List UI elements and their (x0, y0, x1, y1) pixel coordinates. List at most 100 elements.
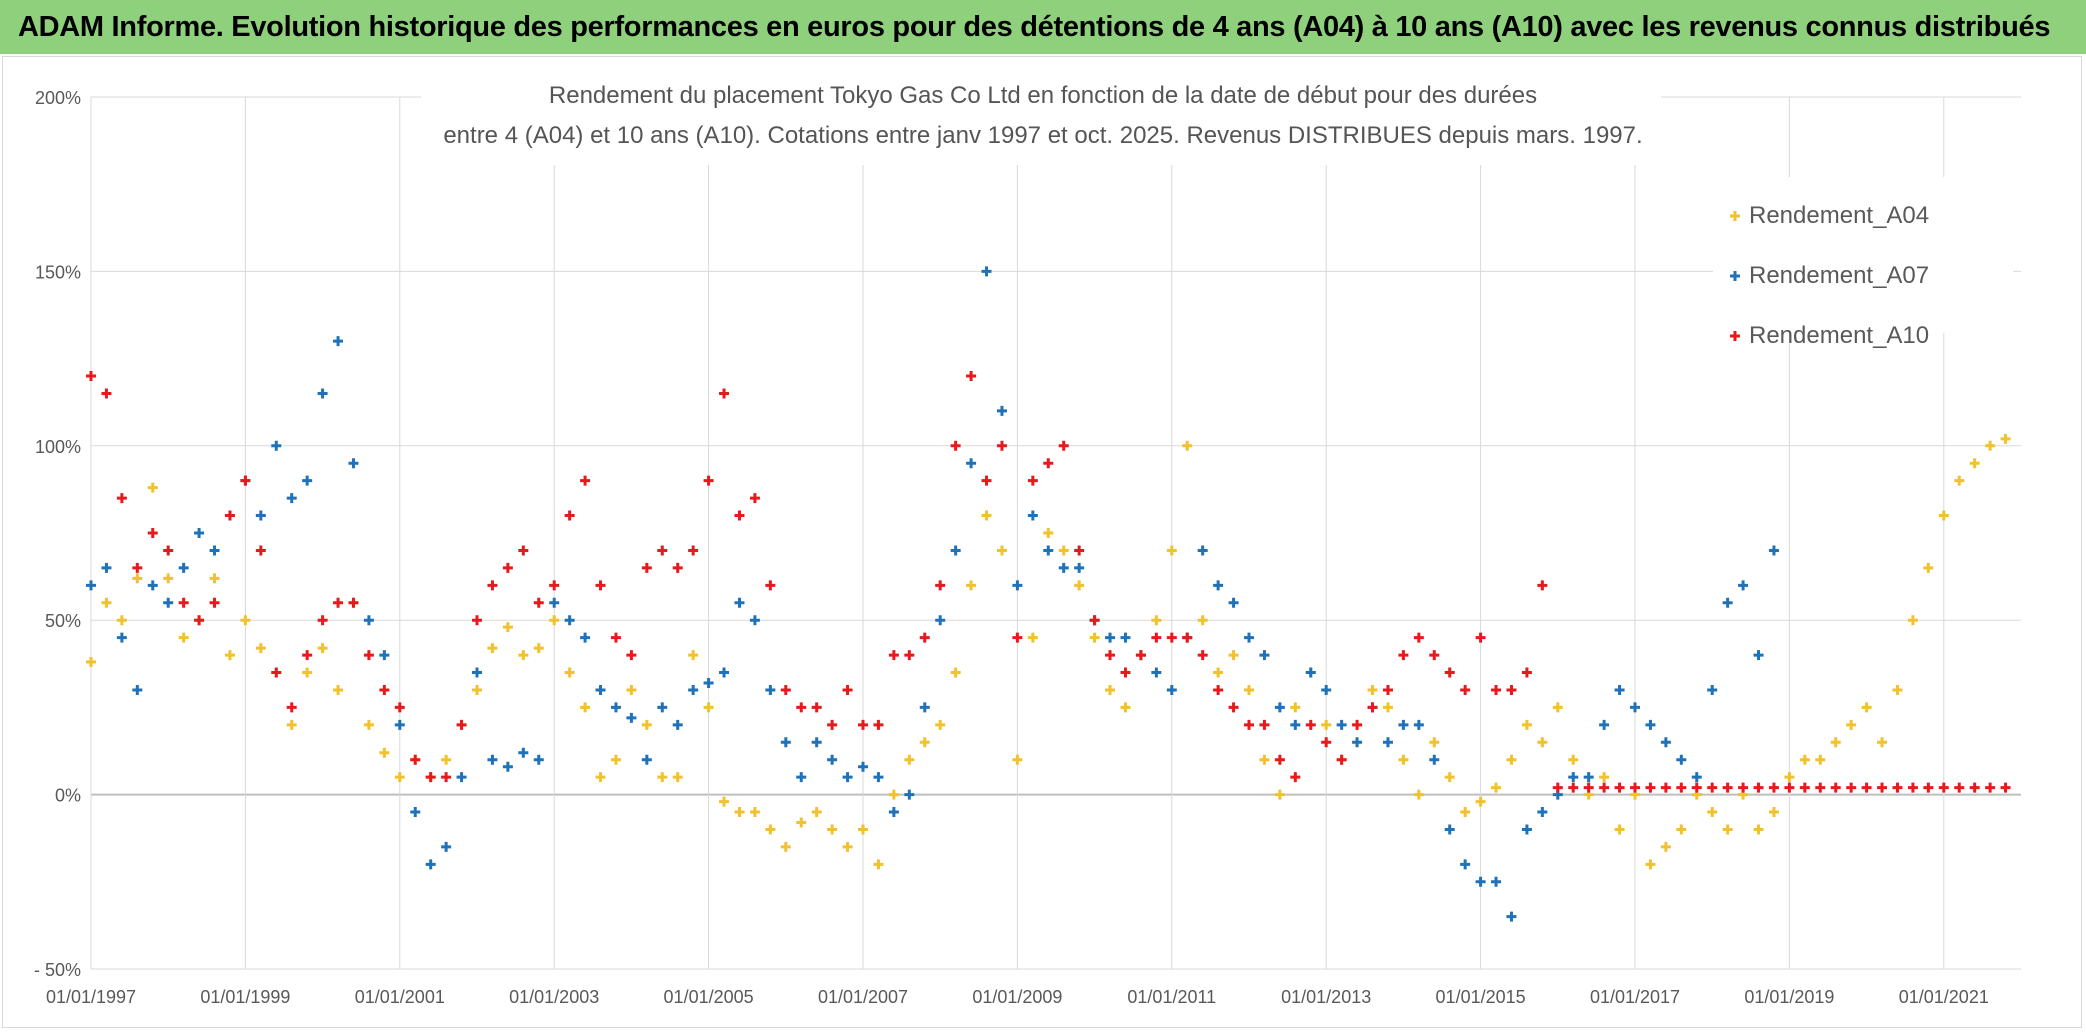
data-point (1583, 782, 1594, 793)
data-point (1660, 737, 1671, 748)
data-point (796, 817, 807, 828)
data-point (580, 632, 591, 643)
data-point (487, 580, 498, 591)
data-point (302, 667, 313, 678)
data-point (1491, 684, 1502, 695)
data-point (888, 789, 899, 800)
data-point (641, 754, 652, 765)
data-point (502, 622, 513, 633)
data-point (1954, 782, 1965, 793)
data-point (441, 772, 452, 783)
data-point (2000, 782, 2011, 793)
series-Rendement_A10 (86, 371, 2011, 793)
data-point (348, 458, 359, 469)
legend-label: Rendement_A07 (1749, 262, 1929, 289)
data-point (333, 684, 344, 695)
y-tick-label: 200% (35, 88, 81, 108)
data-point (132, 684, 143, 695)
data-point (1398, 719, 1409, 730)
data-point (394, 719, 405, 730)
data-point (1599, 719, 1610, 730)
chart-svg: - 50% 0% 50% 100% 150% 200% 01/01/1997 01/01/19… (34, 65, 2021, 1007)
data-point (271, 667, 282, 678)
data-point (1074, 580, 1085, 591)
data-point (1630, 782, 1640, 793)
data-point (950, 667, 961, 678)
data-point (240, 475, 251, 486)
data-point (966, 458, 977, 469)
data-point (116, 615, 127, 626)
data-point (1244, 632, 1254, 643)
data-point (487, 643, 498, 654)
data-point (1815, 754, 1826, 765)
data-point (1846, 719, 1857, 730)
data-point (286, 719, 297, 730)
data-point (1907, 782, 1918, 793)
data-point (657, 702, 668, 713)
data-point (209, 573, 220, 584)
data-point (363, 615, 374, 626)
data-point (595, 580, 606, 591)
data-point (1027, 475, 1038, 486)
data-point (1213, 684, 1224, 695)
data-point (564, 615, 575, 626)
data-point (518, 545, 529, 556)
data-point (1259, 754, 1270, 765)
data-point (734, 597, 745, 608)
data-point (1660, 841, 1671, 852)
data-point (410, 754, 421, 765)
data-point (255, 510, 266, 521)
data-point (209, 597, 220, 608)
data-point (1969, 458, 1980, 469)
chart-legend[interactable]: Rendement_A04 Rendement_A07 Rendement_A10 (1713, 177, 2013, 349)
data-point (549, 615, 560, 626)
data-point (981, 266, 992, 277)
data-point (981, 475, 992, 486)
data-point (255, 643, 266, 654)
series-Rendement_A07 (86, 266, 1779, 922)
data-point (564, 510, 575, 521)
data-point (996, 405, 1007, 416)
data-point (271, 440, 282, 451)
data-point (904, 789, 915, 800)
data-point (564, 667, 575, 678)
data-point (101, 388, 112, 399)
data-point (224, 510, 235, 521)
data-point (580, 475, 591, 486)
data-point (1305, 667, 1316, 678)
data-point (950, 545, 961, 556)
data-point (1274, 754, 1285, 765)
data-point (1120, 702, 1131, 713)
legend-label: Rendement_A10 (1749, 322, 1929, 349)
data-point (1491, 782, 1502, 793)
data-point (842, 841, 853, 852)
data-point (734, 807, 745, 818)
data-point (2000, 433, 2011, 444)
title-background (421, 65, 1661, 165)
data-point (796, 772, 807, 783)
data-point (379, 650, 390, 661)
data-point (1398, 650, 1409, 661)
data-point (1521, 719, 1532, 730)
data-point (317, 388, 328, 399)
x-tick-label: 01/01/2019 (1744, 987, 1834, 1007)
data-point (240, 615, 251, 626)
data-point (1166, 632, 1177, 643)
data-point (935, 615, 946, 626)
data-point (147, 528, 158, 538)
data-point (595, 772, 606, 783)
data-point (363, 650, 374, 661)
data-point (348, 597, 359, 608)
data-point (194, 528, 205, 538)
data-point (1429, 650, 1440, 661)
data-point (641, 562, 652, 573)
data-point (749, 615, 760, 626)
data-point (1027, 632, 1038, 643)
data-point (1367, 702, 1378, 713)
data-point (86, 580, 96, 591)
data-point (672, 562, 683, 573)
data-point (456, 772, 467, 783)
data-point (1877, 782, 1888, 793)
data-point (194, 615, 205, 626)
data-point (1151, 615, 1162, 626)
